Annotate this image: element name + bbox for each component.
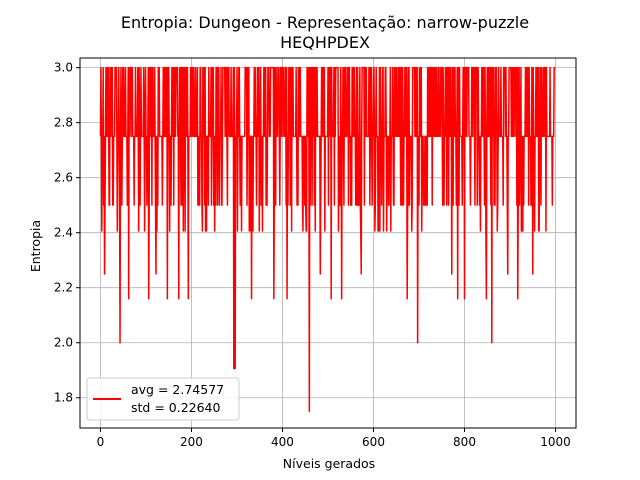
x-axis-ticks: 0 200 400 600 800 1000 — [97, 428, 571, 449]
y-tick-label: 2.8 — [54, 116, 73, 130]
x-axis-label: Níveis gerados — [283, 456, 375, 471]
y-axis-label: Entropia — [28, 220, 43, 272]
chart-title-line2: HEQHPDEX — [280, 33, 370, 52]
y-tick-label: 1.8 — [54, 391, 73, 405]
x-tick-label: 200 — [180, 435, 203, 449]
y-tick-label: 2.0 — [54, 336, 73, 350]
series-line — [99, 66, 556, 413]
x-tick-label: 600 — [362, 435, 385, 449]
y-tick-label: 3.0 — [54, 61, 73, 75]
legend: avg = 2.74577 std = 0.22640 — [86, 377, 240, 421]
series-line-group — [99, 66, 556, 413]
legend-box — [86, 377, 240, 421]
x-tick-label: 1000 — [540, 435, 571, 449]
legend-line-std: std = 0.22640 — [131, 400, 221, 415]
chart-title-line1: Entropia: Dungeon - Representação: narro… — [121, 13, 529, 32]
x-tick-label: 800 — [453, 435, 476, 449]
y-tick-label: 2.4 — [54, 226, 73, 240]
legend-line-avg: avg = 2.74577 — [131, 382, 224, 397]
y-axis-ticks: 1.8 2.0 2.2 2.4 2.6 2.8 3.0 — [54, 61, 80, 405]
y-tick-label: 2.2 — [54, 281, 73, 295]
plot-frame — [79, 57, 577, 429]
x-tick-label: 400 — [271, 435, 294, 449]
x-tick-label: 0 — [97, 435, 105, 449]
y-tick-label: 2.6 — [54, 171, 73, 185]
